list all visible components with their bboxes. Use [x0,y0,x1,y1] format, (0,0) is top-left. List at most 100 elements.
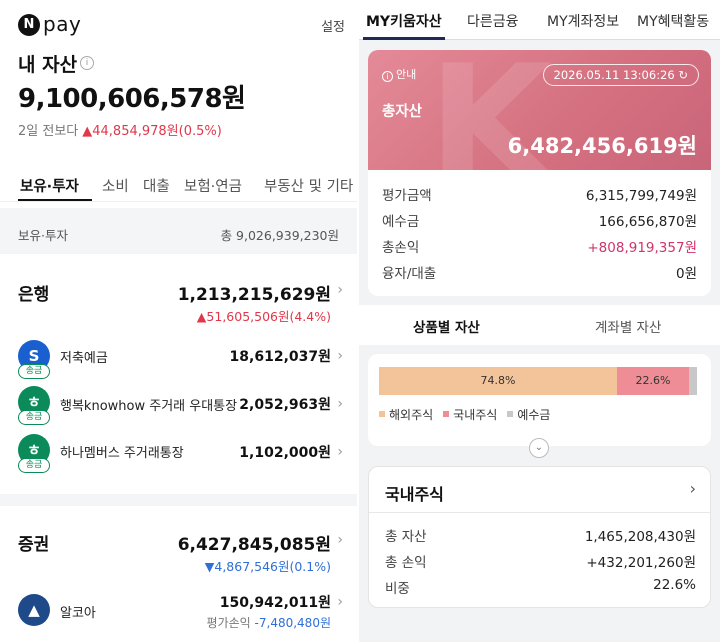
legend-item: 예수금 [507,406,550,423]
tab-my-benefits[interactable]: MY혜택활동 [637,14,710,30]
active-tab-indicator [18,199,92,201]
chevron-down-icon[interactable]: ⌄ [529,438,549,458]
bank-section: 은행 1,213,215,629원 › ▲51,605,506원(4.4%) S… [0,270,357,486]
allocation-legend: 해외주식 국내주식 예수금 [379,406,560,423]
info-icon[interactable]: i [80,56,94,70]
legend-label: 국내주식 [453,408,498,422]
account-name: 하나멤버스 주거래통장 [60,446,184,461]
summary-label: 예수금 [382,214,420,230]
top-tabs: MY키움자산 다른금융 MY계좌정보 MY혜택활동 [359,0,720,40]
tab-my-account-info[interactable]: MY계좌정보 [547,14,620,30]
asset-category-tabs: 보유·투자 소비 대출 보험·연금 부동산 및 기타 [0,170,357,202]
holdings-total: 총 9,026,939,230원 [220,228,339,243]
domestic-value: 22.6% [653,577,696,593]
delta-value: ▲44,854,978원(0.5%) [82,124,222,139]
account-name: 저축예금 [60,351,108,366]
domestic-title: 국내주식 [385,485,444,504]
transfer-badge[interactable]: 송금 [18,458,50,473]
chevron-right-icon: › [337,444,343,460]
bank-title: 은행 [18,285,50,305]
tab-holdings[interactable]: 보유·투자 [20,179,79,195]
securities-total[interactable]: 6,427,845,085원 [177,535,331,555]
summary-label: 평가금액 [382,188,432,204]
legend-item: 해외주식 [379,406,433,423]
tab-by-account[interactable]: 계좌별 자산 [595,320,662,336]
pnl-label: 평가손익 [206,616,251,630]
domestic-label: 총 손익 [385,555,427,571]
securities-title: 증권 [18,535,50,555]
tab-insurance[interactable]: 보험·연금 [184,179,242,195]
tab-realestate[interactable]: 부동산 및 기타 [264,179,354,195]
securities-change: ▼4,867,546원(0.1%) [204,559,331,574]
refresh-timestamp-button[interactable]: 2026.05.11 13:06:26 ↻ [542,64,699,86]
domestic-label: 비중 [385,581,410,597]
section-divider [0,494,357,506]
chevron-right-icon: › [337,594,343,610]
asset-delta: 2일 전보다 ▲44,854,978원(0.5%) [18,120,222,139]
bank-change: ▲51,605,506원(4.4%) [196,309,331,324]
chevron-right-icon[interactable]: › [689,479,696,498]
legend-label: 예수금 [517,408,551,422]
npay-logo-text: pay [43,12,82,36]
bank-total[interactable]: 1,213,215,629원 [177,285,331,305]
summary-value: +808,919,357원 [587,240,697,256]
allocation-segment: 74.8% [379,367,617,395]
securities-section: 증권 6,427,845,085원 › ▼4,867,546원(0.1%) ▲ … [0,520,357,642]
summary-value: 166,656,870원 [598,214,697,230]
chevron-right-icon[interactable]: › [337,532,343,548]
tab-spending[interactable]: 소비 [102,179,129,195]
domestic-stock-card[interactable]: 국내주식 › 총 자산 1,465,208,430원 총 손익 +432,201… [368,466,711,608]
allocation-segment [689,367,697,395]
total-assets: 9,100,606,578원 [18,84,246,114]
total-assets-label: 총자산 [382,104,423,120]
active-tab-indicator [363,37,445,40]
legend-label: 해외주식 [389,408,434,422]
holdings-label: 보유·투자 [18,228,68,243]
chevron-right-icon[interactable]: › [337,282,343,298]
settings-button[interactable]: 설정 [321,20,345,35]
tab-loans[interactable]: 대출 [143,179,170,195]
account-name: 행복knowhow 주거래 우대통장 [60,399,238,414]
transfer-badge[interactable]: 송금 [18,410,50,425]
legend-swatch [507,411,514,417]
account-amount: 18,612,037원 [229,349,331,365]
asset-summary: 평가금액 6,315,799,749원 예수금 166,656,870원 총손익… [368,170,711,296]
naver-pay-panel: N pay 설정 내 자산 i 9,100,606,578원 2일 전보다 ▲44… [0,0,357,642]
guide-button[interactable]: i 안내 [382,66,416,82]
tab-other-finance[interactable]: 다른금융 [467,14,519,30]
account-amount: 2,052,963원 [239,397,331,413]
timestamp: 2026.05.11 13:06:26 [553,68,675,82]
guide-label: 안내 [396,68,417,81]
npay-logo-mark: N [18,14,40,36]
holdings-summary-bar: 보유·투자 총 9,026,939,230원 [0,208,357,254]
domestic-value: +432,201,260원 [586,555,696,571]
summary-label: 총손익 [382,240,420,256]
refresh-icon: ↻ [678,68,688,82]
total-assets-amount: 6,482,456,619원 [507,134,697,158]
alcoa-icon: ▲ [18,594,50,626]
total-assets-card: K i 안내 2026.05.11 13:06:26 ↻ 총자산 6,482,45… [368,50,711,170]
chevron-right-icon: › [337,348,343,364]
chevron-right-icon: › [337,396,343,412]
allocation-segment: 22.6% [617,367,689,395]
page-title: 내 자산 [18,54,78,76]
delta-label: 2일 전보다 [18,124,79,139]
account-amount: 150,942,011원 [219,595,331,611]
account-amount: 1,102,000원 [239,445,331,461]
summary-value: 0원 [675,266,697,282]
header: N pay 설정 [18,12,345,40]
divider [369,512,710,513]
tab-by-product[interactable]: 상품별 자산 [413,320,480,336]
legend-swatch [443,411,450,417]
legend-item: 국내주식 [443,406,497,423]
domestic-label: 총 자산 [385,529,427,545]
account-pnl: 평가손익 -7,480,480원 [207,614,331,631]
legend-swatch [379,411,385,417]
account-name: 알코아 [60,606,96,621]
asset-view-tabs: 상품별 자산 계좌별 자산 [359,305,720,345]
tab-my-kiwoom-assets[interactable]: MY키움자산 [366,14,442,30]
pnl-value: -7,480,480원 [254,616,331,630]
transfer-badge[interactable]: 송금 [18,364,50,379]
kiwoom-panel: MY키움자산 다른금융 MY계좌정보 MY혜택활동 K i 안내 2026.05.… [359,0,720,642]
allocation-card: 74.8% 22.6% 해외주식 국내주식 예수금 [368,354,711,446]
